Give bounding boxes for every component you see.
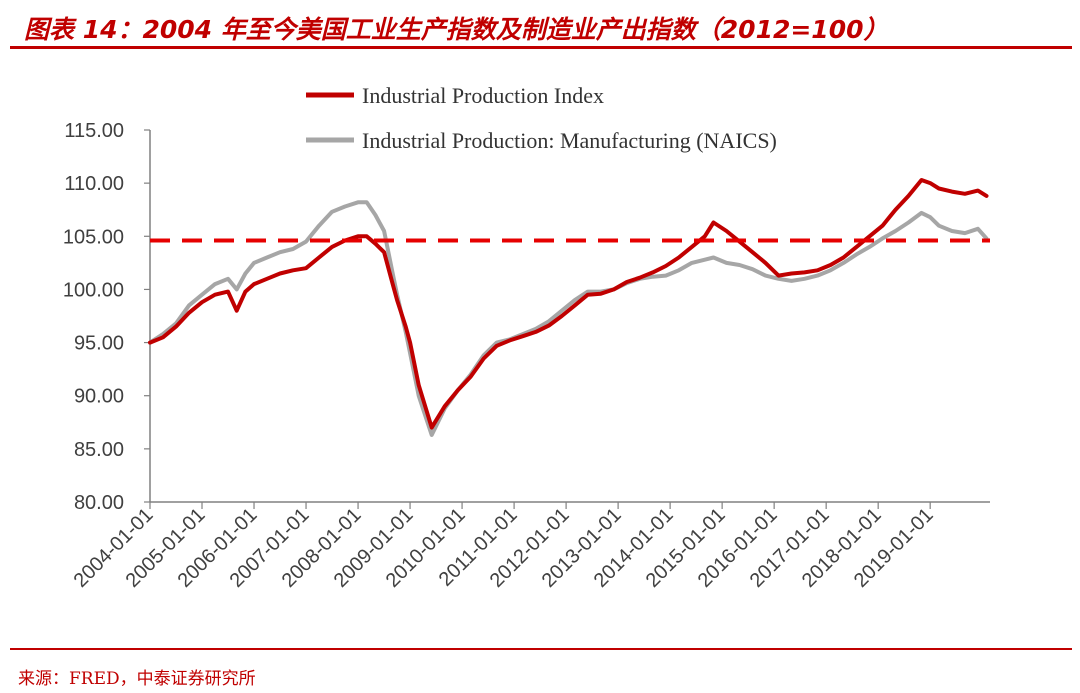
- source-note: 来源：FRED，中泰证券研究所: [18, 669, 256, 689]
- footer-divider: [10, 648, 1072, 650]
- y-tick-label: 110.00: [64, 173, 124, 195]
- y-tick-label: 85.00: [74, 439, 124, 461]
- title-bar: 图表 14：2004 年至今美国工业生产指数及制造业产出指数（2012=100）: [10, 6, 1072, 49]
- legend-label: Industrial Production Index: [362, 83, 604, 108]
- y-tick-label: 80.00: [74, 492, 124, 514]
- y-tick-label: 95.00: [74, 333, 124, 355]
- y-tick-label: 100.00: [63, 279, 124, 301]
- page-title: 图表 14：2004 年至今美国工业生产指数及制造业产出指数（2012=100）: [24, 15, 889, 44]
- y-tick-label: 105.00: [63, 226, 124, 248]
- legend-label: Industrial Production: Manufacturing (NA…: [362, 128, 777, 153]
- series-line-industrial-production: [148, 178, 989, 430]
- y-tick-label: 90.00: [74, 386, 124, 408]
- title-divider: [10, 46, 1072, 49]
- series-line-manufacturing: [148, 200, 989, 437]
- y-tick-label: 115.00: [64, 120, 124, 142]
